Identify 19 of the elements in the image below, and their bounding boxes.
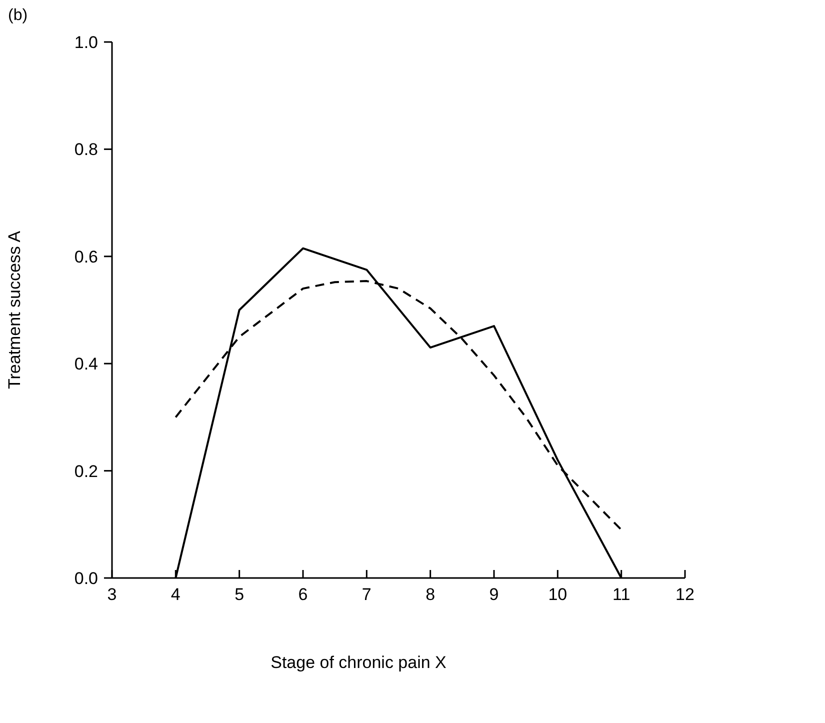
y-tick-label: 0.0 <box>74 569 98 588</box>
x-tick-label: 12 <box>676 585 694 604</box>
x-tick-label: 5 <box>234 585 244 604</box>
x-tick-label: 9 <box>489 585 499 604</box>
x-tick-label: 3 <box>107 585 117 604</box>
x-tick-label: 8 <box>426 585 436 604</box>
text: (b) <box>8 7 28 24</box>
x-tick-label: 4 <box>170 585 180 604</box>
x-tick-label: 7 <box>362 585 372 604</box>
x-axis-title: Stage of chronic pain X <box>270 653 446 672</box>
y-tick-label: 0.6 <box>74 247 98 266</box>
y-tick-label: 0.8 <box>74 140 98 160</box>
x-tick-label: 11 <box>612 585 630 604</box>
x-tick-label: 10 <box>548 585 568 604</box>
y-axis-title: Treatment success A <box>5 230 24 390</box>
x-tick-label: 6 <box>298 585 308 604</box>
y-tick-label: 0.4 <box>74 354 98 374</box>
y-tick-label: 1.0 <box>74 33 98 52</box>
y-tick-label: 0.2 <box>74 462 98 481</box>
